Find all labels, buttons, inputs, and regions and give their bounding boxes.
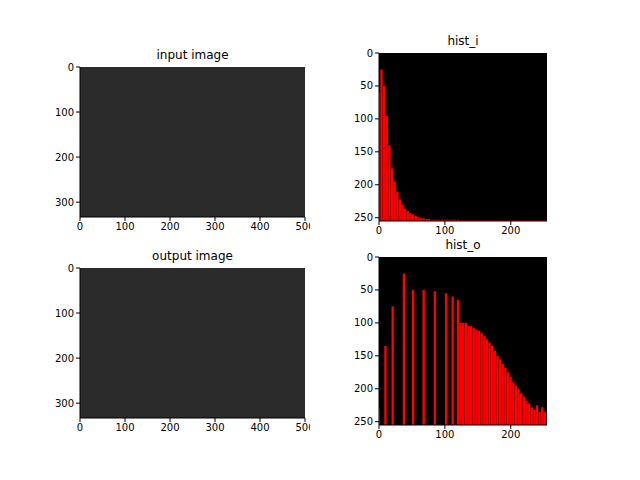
svg-text:150: 150	[354, 350, 373, 361]
svg-text:200: 200	[55, 353, 74, 364]
svg-text:0: 0	[77, 221, 83, 232]
svg-text:200: 200	[354, 383, 373, 394]
svg-text:0: 0	[77, 422, 83, 433]
svg-text:200: 200	[160, 422, 179, 433]
svg-text:0: 0	[367, 48, 373, 59]
svg-text:0: 0	[68, 263, 74, 274]
svg-text:100: 100	[354, 113, 373, 124]
svg-text:400: 400	[250, 221, 269, 232]
svg-text:300: 300	[205, 422, 224, 433]
svg-text:300: 300	[55, 398, 74, 409]
svg-text:100: 100	[435, 429, 454, 440]
svg-text:200: 200	[55, 152, 74, 163]
svg-text:200: 200	[501, 225, 520, 236]
svg-text:0: 0	[68, 62, 74, 73]
svg-text:150: 150	[354, 146, 373, 157]
svg-text:0: 0	[376, 429, 382, 440]
svg-text:200: 200	[501, 429, 520, 440]
svg-text:100: 100	[354, 317, 373, 328]
svg-text:0: 0	[367, 252, 373, 263]
html-text:hist_i: hist_i	[447, 34, 479, 48]
svg-text:250: 250	[354, 416, 373, 427]
svg-text:100: 100	[435, 225, 454, 236]
svg-text:50: 50	[360, 80, 373, 91]
svg-text:300: 300	[205, 221, 224, 232]
svg-text:250: 250	[354, 212, 373, 223]
svg-text:100: 100	[55, 107, 74, 118]
svg-text:500: 500	[295, 422, 310, 433]
svg-text:300: 300	[55, 197, 74, 208]
svg-text:500: 500	[295, 221, 310, 232]
svg-text:100: 100	[55, 308, 74, 319]
svg-text:400: 400	[250, 422, 269, 433]
svg-text:0: 0	[376, 225, 382, 236]
svg-text:200: 200	[354, 179, 373, 190]
svg-text:50: 50	[360, 284, 373, 295]
svg-text:100: 100	[115, 422, 134, 433]
html-text:output image: output image	[152, 249, 233, 263]
svg-text:100: 100	[115, 221, 134, 232]
svg-text:200: 200	[160, 221, 179, 232]
html-text:input image: input image	[156, 48, 229, 62]
html-text:hist_o: hist_o	[445, 238, 481, 252]
